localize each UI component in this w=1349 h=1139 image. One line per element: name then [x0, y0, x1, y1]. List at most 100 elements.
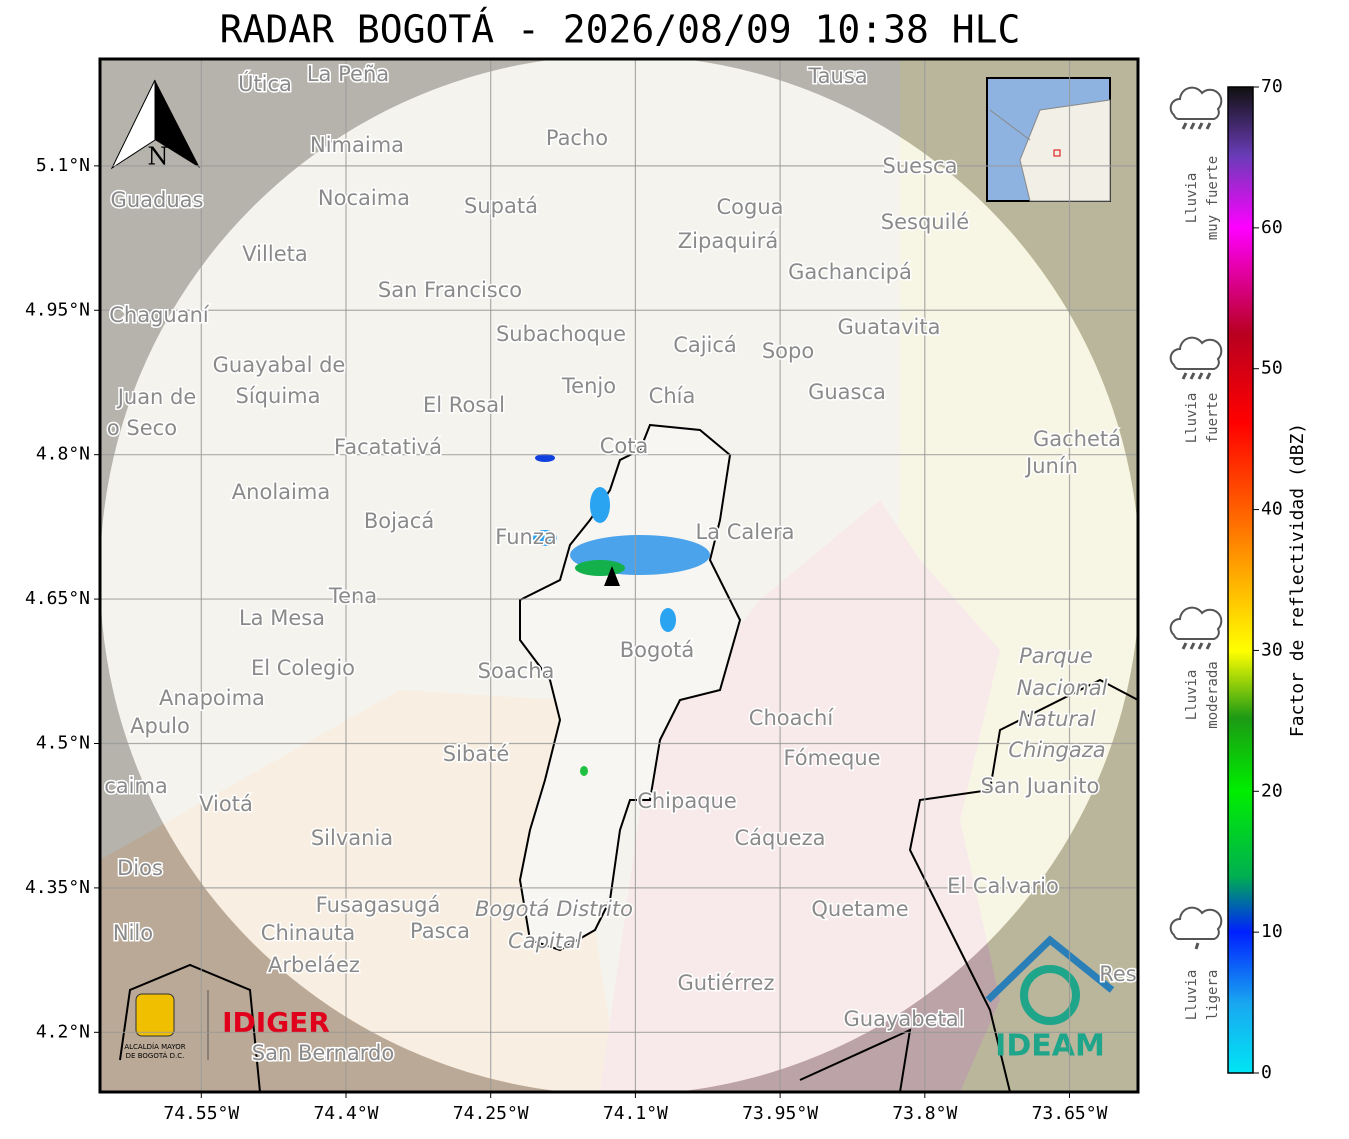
- place-label: Sopo: [762, 339, 814, 363]
- rain-level-label: ligera: [1205, 970, 1221, 1021]
- rain-level-label: fuerte: [1205, 393, 1221, 444]
- place-label: Anapoima: [159, 686, 265, 710]
- place-label: Guasca: [808, 380, 886, 404]
- rain-icon: [1169, 336, 1223, 380]
- colorbar-tick-label: 70: [1261, 76, 1283, 97]
- place-label: Nimaima: [310, 133, 404, 157]
- place-label: Bogotá: [620, 638, 695, 662]
- lon-tick-label: 74.55°W: [163, 1103, 239, 1124]
- place-label: Cogua: [716, 195, 783, 219]
- place-label: Chaguaní: [109, 303, 210, 327]
- place-label: Guayabal de: [213, 353, 346, 377]
- place-label: Guaduas: [111, 188, 204, 212]
- place-label: El Calvario: [947, 874, 1059, 898]
- rain-icon: [1169, 606, 1223, 650]
- place-label: La Mesa: [239, 606, 325, 630]
- place-label: Bogotá Distrito: [475, 897, 633, 921]
- lon-tick-label: 74.25°W: [453, 1103, 529, 1124]
- place-label: Junín: [1024, 454, 1078, 478]
- rain-level-label: Lluvia: [1184, 970, 1200, 1021]
- place-label: Tena: [328, 584, 377, 608]
- alcaldia-text: ALCALDÍA MAYOR: [124, 1042, 185, 1051]
- lat-tick-label: 4.65°N: [25, 588, 90, 609]
- rain-icon: [1169, 86, 1223, 130]
- place-label: Apulo: [130, 714, 190, 738]
- north-arrow: [155, 80, 200, 168]
- place-label: Subachoque: [496, 322, 626, 346]
- alcaldia-text: DE BOGOTÁ D.C.: [126, 1051, 185, 1060]
- place-label: Capital: [508, 929, 582, 953]
- place-label: Chinauta: [261, 921, 355, 945]
- place-label: Gachetá: [1033, 427, 1121, 451]
- rain-level-label: muy fuerte: [1205, 156, 1221, 240]
- place-label: Cajicá: [673, 333, 737, 357]
- place-label: Juan de: [116, 385, 197, 409]
- place-label: Guatavita: [838, 315, 941, 339]
- place-label: Cáqueza: [735, 826, 826, 850]
- lat-tick-label: 4.35°N: [25, 877, 90, 898]
- cloud: [1169, 336, 1223, 370]
- inset-marker: [1053, 149, 1061, 157]
- map-area: N ALCALDÍA MAYOR DE BOGOTÁ D.C. IDIGER I…: [100, 59, 1138, 1092]
- place-label: La Peña: [307, 62, 389, 86]
- place-label: Guayabetal: [844, 1007, 965, 1031]
- place-label: Chingaza: [1008, 738, 1105, 762]
- rain-icon: [1169, 906, 1223, 950]
- title: RADAR BOGOTÁ - 2026/08/09 10:38 HLC: [220, 8, 1021, 52]
- lat-tick-label: 4.95°N: [25, 299, 90, 320]
- place-label: Natural: [1018, 707, 1096, 731]
- rain-drops: [1181, 642, 1212, 650]
- north-label: N: [148, 143, 169, 171]
- place-label: Sibaté: [443, 742, 510, 766]
- colorbar-tick-label: 60: [1261, 217, 1283, 238]
- place-label: Chía: [649, 384, 696, 408]
- colorbar-tick-label: 20: [1261, 780, 1283, 801]
- place-label: San Francisco: [378, 278, 522, 302]
- map-frame: [98, 57, 1140, 1094]
- place-label: Choachí: [749, 706, 835, 730]
- place-label: Chipaque: [637, 789, 737, 813]
- ideam-logo: IDEAM: [995, 1029, 1105, 1064]
- place-label: El Colegio: [251, 656, 355, 680]
- cloud: [1169, 906, 1223, 940]
- rain-drops: [1181, 372, 1212, 380]
- place-label: Anolaima: [232, 480, 330, 504]
- place-label: Parque: [1019, 644, 1093, 668]
- lon-tick-label: 73.8°W: [892, 1103, 957, 1124]
- place-label: Zipaquirá: [678, 229, 778, 253]
- rain-level-label: Lluvia: [1184, 670, 1200, 721]
- idiger-logo: IDIGER: [222, 1006, 330, 1039]
- place-label: El Rosal: [423, 393, 505, 417]
- place-label: Gutiérrez: [678, 971, 775, 995]
- place-label: Cota: [600, 434, 649, 458]
- lon-tick-label: 74.1°W: [603, 1103, 668, 1124]
- place-label: Nocaima: [318, 186, 410, 210]
- place-label: Arbeláez: [268, 953, 360, 977]
- lat-tick-label: 4.2°N: [36, 1021, 90, 1042]
- place-label: Bojacá: [364, 509, 434, 533]
- place-label: Fusagasugá: [316, 893, 441, 917]
- place-label: Tausa: [807, 64, 867, 88]
- place-label: Quetame: [811, 897, 908, 921]
- lat-tick-label: 4.8°N: [36, 444, 90, 465]
- place-label: Viotá: [199, 792, 253, 816]
- rain-level-label: Lluvia: [1184, 173, 1200, 224]
- place-label: Villeta: [242, 242, 307, 266]
- place-label: Nilo: [113, 921, 153, 945]
- radar-echoes: [533, 454, 710, 776]
- colorbar: [1227, 86, 1254, 1074]
- place-label: Síquima: [236, 384, 321, 408]
- rain-drops: [1194, 942, 1200, 950]
- lon-tick-label: 74.4°W: [313, 1103, 378, 1124]
- place-label: Gachancipá: [788, 260, 912, 284]
- lon-tick-label: 73.65°W: [1032, 1103, 1108, 1124]
- colorbar-tick-label: 10: [1261, 921, 1283, 942]
- rain-drops: [1181, 122, 1212, 130]
- lon-tick-label: 73.95°W: [742, 1103, 818, 1124]
- place-label: Facatativá: [334, 435, 442, 459]
- place-label: San Juanito: [981, 774, 1100, 798]
- colorbar-tick-label: 50: [1261, 358, 1283, 379]
- colorbar-tick-label: 0: [1261, 1062, 1272, 1083]
- place-label: Pacho: [546, 126, 608, 150]
